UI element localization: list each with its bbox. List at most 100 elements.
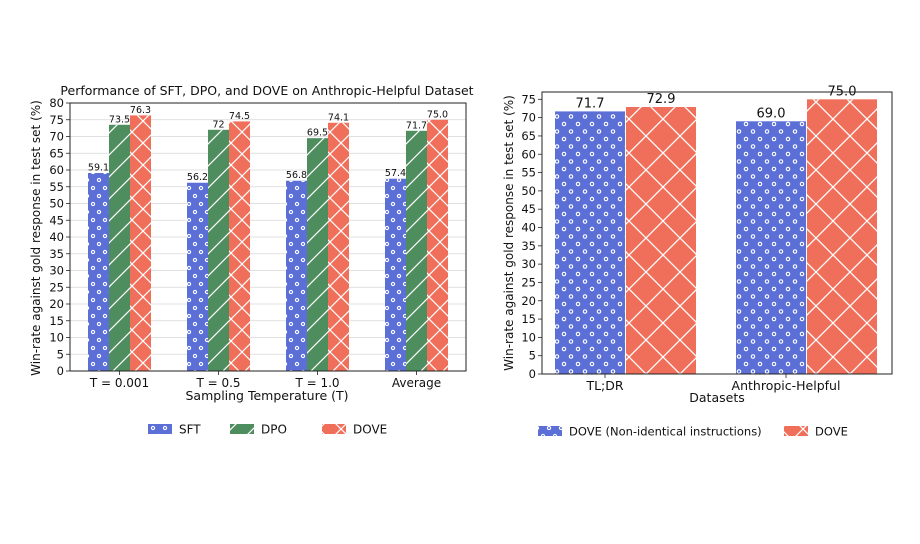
legend: DOVE (Non-identical instructions) DOVE xyxy=(538,425,848,439)
y-tick-label: 50 xyxy=(49,197,64,211)
legend-item-dove: DOVE xyxy=(322,423,387,437)
bar-dpo-t-1-0-hatch xyxy=(307,138,328,371)
legend-item-dove-non-identical-instructions: DOVE (Non-identical instructions) xyxy=(538,425,762,439)
y-tick-label: 55 xyxy=(521,166,536,180)
bar-dove-non-identical-instructions-tl-dr-hatch xyxy=(555,111,625,374)
y-tick-label: 70 xyxy=(521,111,536,125)
value-label: 72.9 xyxy=(647,92,676,107)
x-tick-label: Average xyxy=(392,376,441,390)
value-label: 75.0 xyxy=(427,109,448,120)
bar-dove-anthropic-helpful-hatch xyxy=(807,99,877,374)
bars xyxy=(88,115,448,372)
chart-title: Performance of SFT, DPO, and DOVE on Ant… xyxy=(60,83,473,98)
value-label: 74.1 xyxy=(328,112,349,123)
y-tick-label: 35 xyxy=(521,239,536,253)
x-axis-label: Datasets xyxy=(689,390,744,405)
chart-datasets: Win-rate against gold response in test s… xyxy=(502,84,893,439)
y-tick-label: 30 xyxy=(521,257,536,271)
y-tick-label: 80 xyxy=(49,96,64,110)
y-tick-label: 0 xyxy=(529,367,536,381)
y-tick-label: 30 xyxy=(49,264,64,278)
y-axis-label: Win-rate against gold response in test s… xyxy=(502,95,516,371)
y-tick-label: 60 xyxy=(521,147,536,161)
y-tick-label: 5 xyxy=(529,349,536,363)
y-tick-label: 65 xyxy=(521,129,536,143)
y-tick-label: 55 xyxy=(49,180,64,194)
legend-swatch-hatch xyxy=(322,424,346,434)
y-tick-label: 20 xyxy=(49,297,64,311)
legend-item-dove: DOVE xyxy=(784,425,848,439)
y-tick-label: 10 xyxy=(521,330,536,344)
y-tick-label: 70 xyxy=(49,130,64,144)
bar-sft-t-0-5-hatch xyxy=(187,182,208,371)
y-tick-label: 15 xyxy=(49,314,64,328)
x-tick-label: TL;DR xyxy=(585,378,623,393)
bar-dove-average-hatch xyxy=(427,119,448,371)
y-tick-label: 40 xyxy=(49,230,64,244)
value-label: 71.7 xyxy=(576,96,605,111)
legend: SFT DPO DOVE xyxy=(148,423,387,437)
y-tick-label: 45 xyxy=(521,202,536,216)
y-tick-label: 20 xyxy=(521,294,536,308)
y-tick-label: 40 xyxy=(521,221,536,235)
y-tick-labels: 0 5 10 15 20 25 30 35 40 45 50 55 60 65 70 75 xyxy=(521,92,542,381)
x-axis-label: Sampling Temperature (T) xyxy=(185,388,348,403)
legend-swatch-hatch xyxy=(230,424,254,434)
value-label: 71.7 xyxy=(406,120,427,131)
value-label: 74.5 xyxy=(229,111,250,122)
bars xyxy=(555,99,877,374)
legend-label: DOVE xyxy=(353,423,387,437)
y-tick-label: 65 xyxy=(49,146,64,160)
y-tick-label: 75 xyxy=(49,113,64,127)
value-label: 59.1 xyxy=(88,163,109,174)
bar-sft-t-0-001-hatch xyxy=(88,173,109,371)
chart-sampling-temperature: Performance of SFT, DPO, and DOVE on Ant… xyxy=(29,83,474,437)
x-tick-label: T = 1.0 xyxy=(294,376,339,390)
legend-item-dpo: DPO xyxy=(230,423,287,437)
value-label: 56.2 xyxy=(187,172,208,183)
x-tick-label: T = 0.5 xyxy=(195,376,240,390)
y-tick-label: 75 xyxy=(521,92,536,106)
y-tick-label: 15 xyxy=(521,312,536,326)
bar-value-labels: 71.7 72.969.075.0 xyxy=(576,84,857,121)
plot-frame xyxy=(541,91,893,375)
y-tick-label: 50 xyxy=(521,184,536,198)
bar-dpo-t-0-5-hatch xyxy=(208,129,229,371)
y-tick-label: 25 xyxy=(49,280,64,294)
value-label: 76.3 xyxy=(130,105,151,116)
legend-item-sft: SFT xyxy=(148,423,201,437)
value-label: 72 xyxy=(212,119,224,130)
value-label: 69.0 xyxy=(757,106,786,121)
x-tick-label: Anthropic-Helpful xyxy=(732,378,841,393)
bar-sft-t-1-0-hatch xyxy=(286,180,307,371)
plot-frame xyxy=(69,102,467,372)
bar-value-labels: 59.1 73.576.3 56.2 72 74.5 56.8 69.574.1 57.4 71… xyxy=(88,105,448,183)
value-label: 57.4 xyxy=(385,168,406,179)
bar-sft-average-hatch xyxy=(385,178,406,371)
value-label: 69.5 xyxy=(307,128,328,139)
bar-dove-t-0-5-hatch xyxy=(229,121,250,371)
value-label: 73.5 xyxy=(109,114,130,125)
value-label: 56.8 xyxy=(286,170,307,181)
bar-dove-non-identical-instructions-anthropic-helpful-hatch xyxy=(736,121,806,374)
legend-swatch-hatch xyxy=(784,426,808,436)
y-tick-label: 35 xyxy=(49,247,64,261)
y-tick-labels: 0 5 10 15 20 25 30 35 40 45 50 55 60 65 70 75 80 xyxy=(49,96,70,378)
y-tick-label: 5 xyxy=(57,347,64,361)
y-tick-label: 0 xyxy=(57,364,64,378)
bar-dove-tl-dr-hatch xyxy=(626,107,696,374)
y-tick-label: 60 xyxy=(49,163,64,177)
bar-dpo-average-hatch xyxy=(406,130,427,371)
legend-label: DOVE xyxy=(815,425,848,439)
y-tick-label: 45 xyxy=(49,213,64,227)
bar-dpo-t-0-001-hatch xyxy=(109,124,130,372)
x-tick-labels: T = 0.001 T = 0.5 T = 1.0 Average xyxy=(89,371,441,390)
y-tick-label: 10 xyxy=(49,331,64,345)
y-tick-label: 25 xyxy=(521,275,536,289)
legend-swatch-hatch xyxy=(538,426,562,436)
bar-dove-t-1-0-hatch xyxy=(328,122,349,371)
x-tick-labels: TL;DR Anthropic-Helpful xyxy=(585,374,840,393)
y-axis-label: Win-rate against gold response in test s… xyxy=(29,100,43,376)
legend-label: SFT xyxy=(179,423,201,437)
